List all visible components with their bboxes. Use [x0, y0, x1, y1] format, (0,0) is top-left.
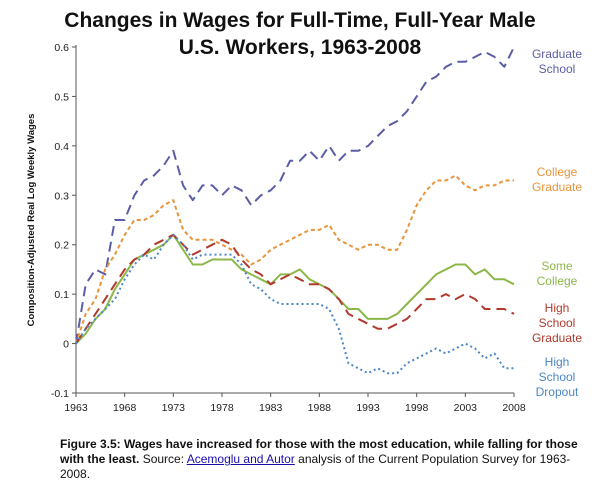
series-line-high-school-graduate [75, 233, 515, 345]
y-tick-label: 0 [63, 339, 69, 351]
legend-label-line: High [545, 355, 570, 369]
legend-label-line: Dropout [536, 385, 579, 399]
series-line-college-graduate [75, 174, 514, 344]
y-axis-ticks: 0.6 0.5 0.4 0.3 0.2 0.1 0 -0.1 [51, 42, 76, 400]
x-tick-label: 1973 [162, 402, 186, 414]
chart-axes [75, 45, 514, 394]
chart-series [75, 46, 515, 375]
caption-source-prefix: Source: [139, 452, 187, 466]
x-tick-label: 1978 [210, 402, 234, 414]
x-tick-label: 1963 [64, 402, 88, 414]
caption-source-link[interactable]: Acemoglu and Autor [186, 452, 295, 466]
chart-legend: GraduateSchoolCollegeGraduateSomeCollege… [532, 47, 582, 399]
y-axis-label: Composition-Adjusted Real Log Weekly Wag… [26, 114, 37, 327]
caption-figure-label: Figure 3.5: Wages have increased for tho… [60, 437, 578, 466]
x-tick-label: 1993 [356, 402, 380, 414]
y-tick-label: 0.3 [54, 190, 69, 202]
y-tick-label: 0.1 [54, 289, 69, 301]
x-tick-label: 2003 [454, 402, 478, 414]
y-axis-label-text: Composition-Adjusted Real Log Weekly Wag… [26, 114, 37, 327]
legend-label-line: College [537, 165, 578, 179]
x-tick-label: 2008 [502, 402, 526, 414]
caption-source-suffix: analysis of the Current Population Surve… [60, 452, 571, 481]
x-axis-ticks: 1963 1968 1973 1978 1983 1988 1993 1998 2003 2008 [64, 393, 526, 414]
legend-label-line: Graduate [532, 180, 582, 194]
series-line-graduate-school [75, 46, 515, 344]
figure-caption: Figure 3.5: Wages have increased for tho… [60, 437, 592, 482]
chart-title: Changes in Wages for Full-Time, Full-Yea… [64, 9, 535, 59]
y-tick-label: 0.4 [54, 141, 69, 153]
chart-title-line: U.S. Workers, 1963-2008 [179, 36, 422, 59]
x-tick-label: 1988 [308, 402, 332, 414]
y-tick-label: 0.5 [54, 91, 69, 103]
x-tick-label: 1998 [405, 402, 429, 414]
chart-title-line: Changes in Wages for Full-Time, Full-Yea… [64, 9, 535, 32]
y-tick-label: -0.1 [51, 388, 69, 400]
legend-label-line: Some [541, 259, 573, 273]
x-tick-label: 1983 [259, 402, 283, 414]
legend-label-line: School [539, 370, 576, 384]
legend-label-line: High [545, 301, 570, 315]
x-tick-label: 1968 [113, 402, 137, 414]
legend-label-line: School [539, 316, 576, 330]
legend-label-line: Graduate [532, 47, 582, 61]
series-line-some-college [75, 233, 515, 345]
y-tick-label: 0.6 [54, 42, 69, 54]
legend-label-line: College [537, 274, 578, 288]
legend-label-line: School [539, 62, 576, 76]
y-tick-label: 0.2 [54, 240, 69, 252]
legend-label-line: Graduate [532, 331, 582, 345]
